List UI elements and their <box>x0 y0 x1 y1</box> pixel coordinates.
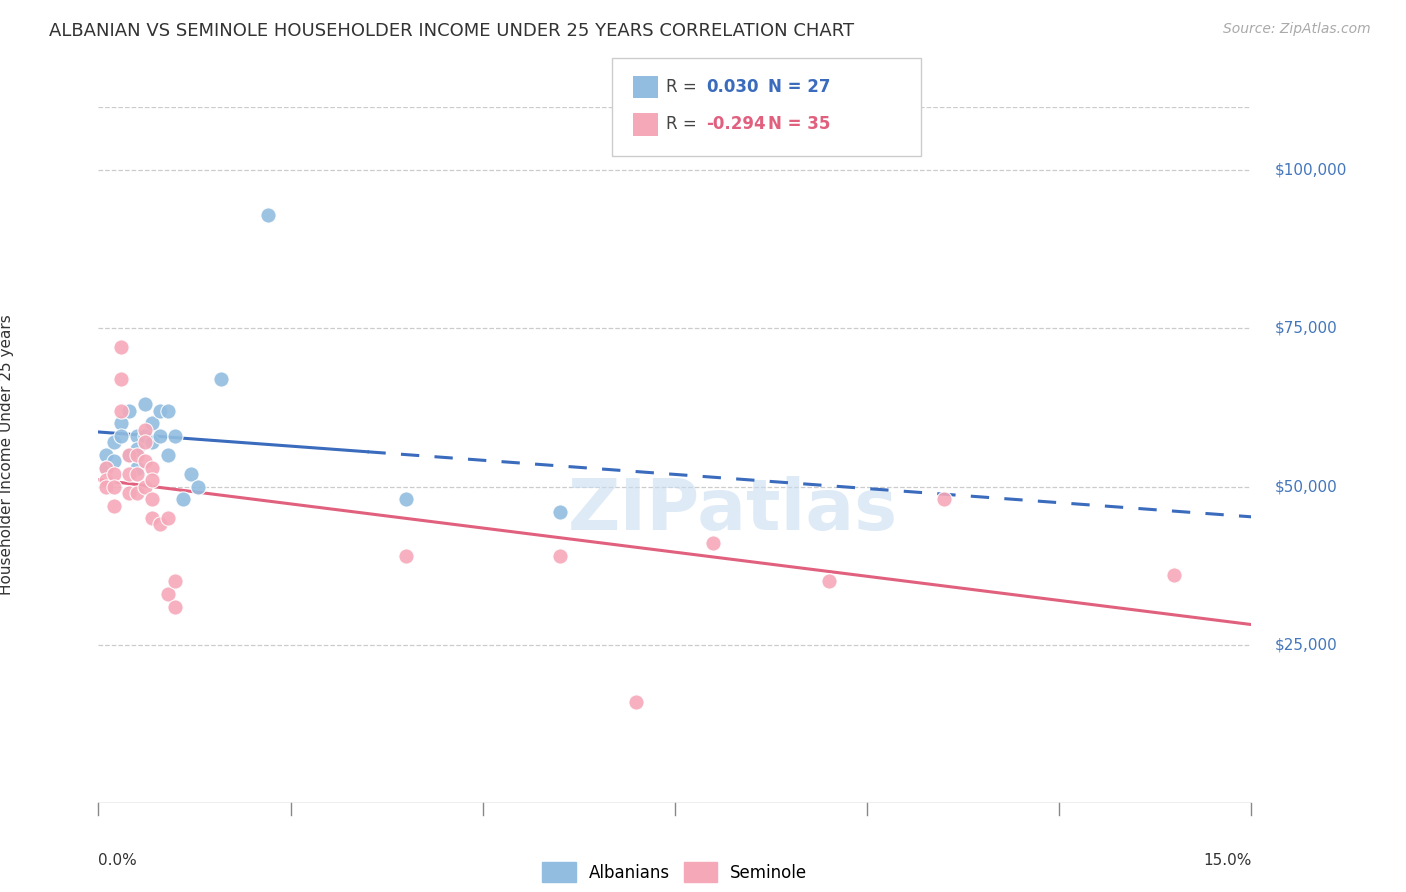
Point <box>125 448 148 462</box>
Point <box>141 511 163 525</box>
Point <box>118 403 141 417</box>
Point <box>94 473 117 487</box>
Point <box>134 429 156 443</box>
Text: $50,000: $50,000 <box>1274 479 1337 494</box>
Point <box>156 511 179 525</box>
Point <box>165 599 187 614</box>
Point <box>626 695 648 709</box>
Point <box>103 479 125 493</box>
Text: $75,000: $75,000 <box>1274 321 1337 336</box>
Point <box>125 429 148 443</box>
Point <box>134 479 156 493</box>
Text: N = 27: N = 27 <box>768 78 830 95</box>
Point <box>134 454 156 468</box>
Point <box>141 460 163 475</box>
Point <box>110 372 132 386</box>
Point <box>1163 568 1185 582</box>
Point <box>172 492 194 507</box>
Point <box>125 442 148 456</box>
Point <box>702 536 724 550</box>
Point <box>94 448 117 462</box>
Point <box>141 417 163 431</box>
Point <box>125 486 148 500</box>
Point <box>118 448 141 462</box>
Point <box>110 429 132 443</box>
Point <box>149 403 172 417</box>
Point <box>118 486 141 500</box>
Point <box>395 492 418 507</box>
Point <box>134 397 156 411</box>
Point <box>141 492 163 507</box>
Point <box>256 208 278 222</box>
Text: -0.294: -0.294 <box>706 115 765 133</box>
Text: ZIPatlas: ZIPatlas <box>568 476 897 545</box>
Point <box>110 417 132 431</box>
Point <box>149 517 172 532</box>
Text: Householder Income Under 25 years: Householder Income Under 25 years <box>0 315 14 595</box>
Text: N = 35: N = 35 <box>768 115 830 133</box>
Point <box>180 467 202 481</box>
Text: 0.030: 0.030 <box>706 78 758 95</box>
Point <box>548 549 571 563</box>
Point <box>125 467 148 481</box>
Point <box>209 372 232 386</box>
Point <box>103 454 125 468</box>
Point <box>94 460 117 475</box>
Text: $100,000: $100,000 <box>1274 163 1347 178</box>
Text: 0.0%: 0.0% <box>98 854 138 869</box>
Point <box>103 467 125 481</box>
Point <box>94 460 117 475</box>
Text: ALBANIAN VS SEMINOLE HOUSEHOLDER INCOME UNDER 25 YEARS CORRELATION CHART: ALBANIAN VS SEMINOLE HOUSEHOLDER INCOME … <box>49 22 855 40</box>
Text: R =: R = <box>666 78 703 95</box>
Point <box>118 448 141 462</box>
Text: 15.0%: 15.0% <box>1204 854 1251 869</box>
Point <box>110 403 132 417</box>
Point <box>103 435 125 450</box>
Text: $25,000: $25,000 <box>1274 637 1337 652</box>
Point <box>103 499 125 513</box>
Point <box>395 549 418 563</box>
Legend: Albanians, Seminole: Albanians, Seminole <box>536 855 814 888</box>
Point <box>932 492 955 507</box>
Point <box>125 460 148 475</box>
Text: R =: R = <box>666 115 703 133</box>
Point <box>817 574 839 589</box>
Point <box>165 429 187 443</box>
Point <box>141 435 163 450</box>
Point <box>110 340 132 354</box>
Point <box>149 429 172 443</box>
Point <box>134 435 156 450</box>
Text: Source: ZipAtlas.com: Source: ZipAtlas.com <box>1223 22 1371 37</box>
Point <box>141 473 163 487</box>
Point <box>156 403 179 417</box>
Point <box>165 574 187 589</box>
Point <box>118 467 141 481</box>
Point <box>156 587 179 601</box>
Point <box>187 479 209 493</box>
Point <box>156 448 179 462</box>
Point <box>94 479 117 493</box>
Point <box>548 505 571 519</box>
Point <box>134 423 156 437</box>
